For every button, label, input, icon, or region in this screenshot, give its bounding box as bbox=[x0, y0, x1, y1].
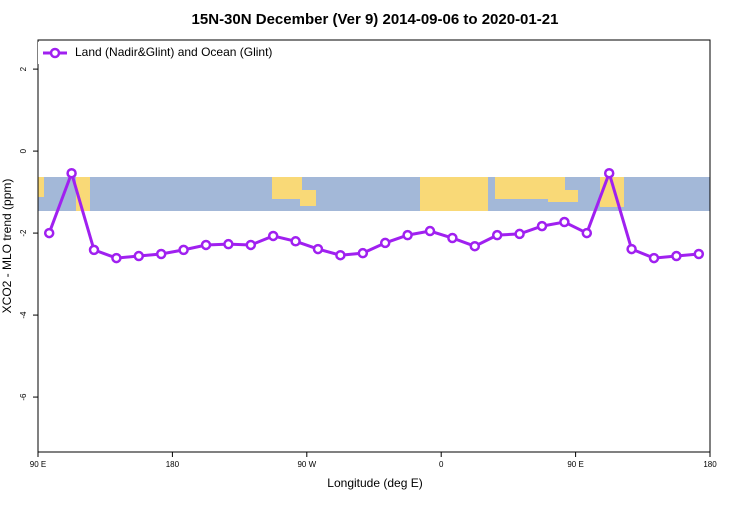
x-tick-label: 180 bbox=[166, 460, 180, 469]
point bbox=[200, 239, 212, 251]
y-tick-label: -2 bbox=[19, 229, 28, 237]
x-axis-label: Longitude (deg E) bbox=[327, 476, 422, 490]
y-tick-label: -6 bbox=[19, 393, 28, 401]
x-tick-label: 90 E bbox=[567, 460, 583, 469]
land bbox=[272, 177, 302, 199]
point bbox=[111, 252, 122, 264]
land bbox=[495, 177, 565, 199]
map-band bbox=[38, 177, 710, 211]
point bbox=[491, 229, 503, 241]
point bbox=[447, 232, 458, 244]
point bbox=[335, 249, 346, 261]
y-tick-label: -4 bbox=[19, 311, 28, 319]
point bbox=[626, 243, 637, 255]
x-tick-label: 180 bbox=[703, 460, 717, 469]
point bbox=[469, 240, 481, 252]
legend-label: Land (Nadir&Glint) and Ocean (Glint) bbox=[75, 45, 272, 59]
point bbox=[648, 252, 660, 264]
legend-bg bbox=[38, 42, 288, 64]
point bbox=[155, 248, 167, 260]
point bbox=[514, 228, 525, 240]
point bbox=[66, 167, 77, 179]
x-tick-label: 90 W bbox=[297, 460, 316, 469]
point bbox=[43, 227, 55, 239]
point bbox=[245, 239, 257, 251]
y-tick-label: 2 bbox=[19, 66, 28, 71]
point bbox=[402, 229, 413, 241]
point bbox=[223, 238, 234, 250]
legend-marker bbox=[49, 47, 61, 59]
point bbox=[424, 225, 436, 237]
point bbox=[581, 227, 593, 239]
land bbox=[300, 190, 316, 206]
plot-frame bbox=[37, 39, 711, 453]
point bbox=[290, 236, 301, 247]
point bbox=[312, 243, 324, 255]
point bbox=[133, 250, 145, 262]
point bbox=[603, 167, 615, 179]
x-tick-label: 90 E bbox=[30, 460, 46, 469]
point bbox=[178, 244, 189, 256]
point bbox=[693, 248, 705, 260]
point bbox=[379, 237, 391, 249]
point bbox=[559, 216, 570, 228]
land bbox=[38, 177, 44, 197]
y-tick-label: 0 bbox=[19, 148, 28, 153]
y-axis-label: XCO2 - MLO trend (ppm) bbox=[0, 179, 14, 314]
point bbox=[536, 220, 548, 232]
land bbox=[548, 190, 578, 202]
land bbox=[420, 177, 488, 211]
point bbox=[88, 244, 100, 256]
point bbox=[357, 247, 369, 259]
point bbox=[267, 230, 279, 242]
x-tick-label: 0 bbox=[439, 460, 444, 469]
point bbox=[671, 250, 682, 262]
chart-title: 15N-30N December (Ver 9) 2014-09-06 to 2… bbox=[192, 11, 559, 28]
